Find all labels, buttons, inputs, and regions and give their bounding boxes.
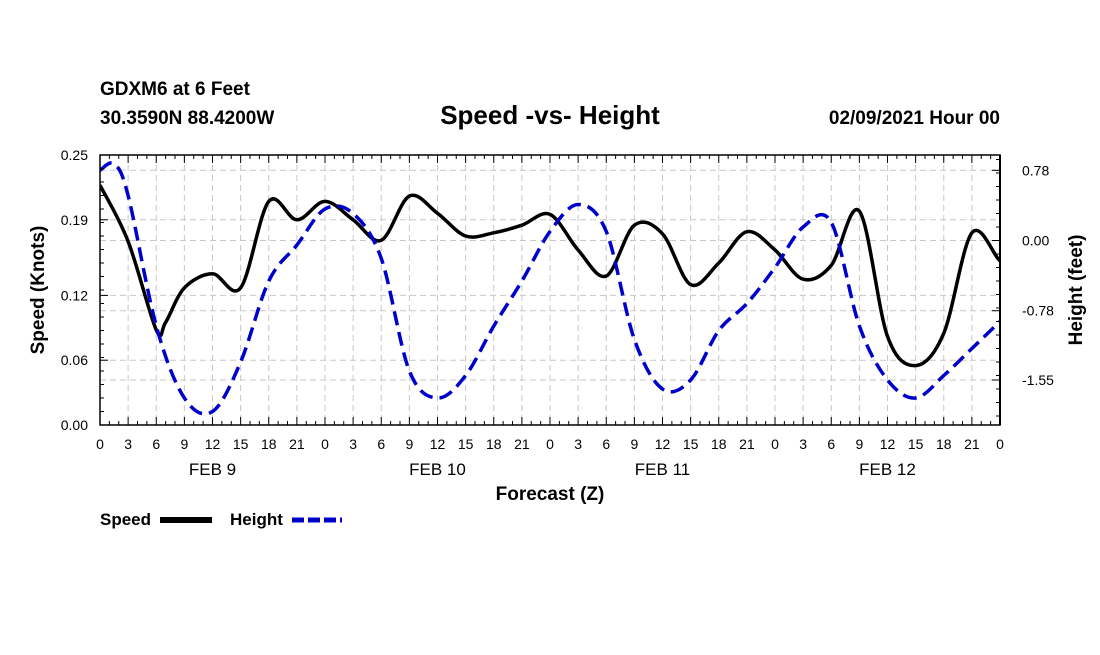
x-tick-label: 21 xyxy=(289,436,305,452)
x-axis-title: Forecast (Z) xyxy=(496,484,605,505)
x-tick-label: 3 xyxy=(799,436,807,452)
x-tick-label: 0 xyxy=(546,436,554,452)
x-tick-label: 0 xyxy=(321,436,329,452)
station-label: GDXM6 at 6 Feet xyxy=(100,79,251,100)
location-label: 30.3590N 88.4200W xyxy=(100,108,274,129)
x-tick-label: 12 xyxy=(430,436,446,452)
ticks-layer: 0 3 6 9 12 15 18 21 0 3 6 9 12 15 18 21 0 3 6 9 12 15 18 21 0 3 6 9… xyxy=(61,147,1054,479)
x-tick-label: 3 xyxy=(124,436,132,452)
y-left-tick-label: 0.00 xyxy=(61,417,88,433)
x-tick-label: 15 xyxy=(458,436,474,452)
y-right-tick-label: -1.55 xyxy=(1022,372,1054,388)
x-tick-label: 9 xyxy=(180,436,188,452)
y-axis-right-title: Height (feet) xyxy=(1066,235,1087,346)
y-right-tick-label: 0.78 xyxy=(1022,162,1049,178)
x-tick-label: 12 xyxy=(880,436,896,452)
x-tick-label: 6 xyxy=(602,436,610,452)
x-tick-label: 21 xyxy=(739,436,755,452)
x-tick-label: 15 xyxy=(233,436,249,452)
y-left-tick-label: 0.25 xyxy=(61,147,88,163)
legend-speed-label: Speed xyxy=(100,510,151,529)
speed-series-line xyxy=(100,184,1000,368)
legend-height-label: Height xyxy=(230,510,283,529)
x-tick-label: 0 xyxy=(96,436,104,452)
x-day-label: FEB 12 xyxy=(859,460,916,479)
datetime-label: 02/09/2021 Hour 00 xyxy=(829,108,1000,129)
x-tick-label: 3 xyxy=(574,436,582,452)
y-left-tick-label: 0.19 xyxy=(61,212,88,228)
x-tick-label: 15 xyxy=(908,436,924,452)
x-tick-label: 18 xyxy=(936,436,952,452)
x-tick-label: 18 xyxy=(486,436,502,452)
x-tick-label: 0 xyxy=(996,436,1004,452)
x-tick-label: 9 xyxy=(855,436,863,452)
x-tick-label: 12 xyxy=(655,436,671,452)
x-tick-label: 18 xyxy=(261,436,277,452)
x-tick-label: 9 xyxy=(405,436,413,452)
x-tick-label: 18 xyxy=(711,436,727,452)
x-day-label: FEB 10 xyxy=(409,460,466,479)
x-tick-label: 3 xyxy=(349,436,357,452)
y-left-tick-label: 0.06 xyxy=(61,352,88,368)
x-tick-label: 12 xyxy=(205,436,221,452)
x-tick-label: 6 xyxy=(827,436,835,452)
height-series-line xyxy=(100,161,1000,416)
y-axis-left-title: Speed (Knots) xyxy=(28,226,49,355)
series-layer xyxy=(100,161,1000,416)
y-left-tick-label: 0.12 xyxy=(61,287,88,303)
y-right-tick-label: 0.00 xyxy=(1022,233,1049,249)
x-day-label: FEB 9 xyxy=(189,460,236,479)
x-tick-label: 15 xyxy=(683,436,699,452)
x-tick-label: 6 xyxy=(377,436,385,452)
x-tick-label: 9 xyxy=(630,436,638,452)
y-right-tick-label: -0.78 xyxy=(1022,303,1054,319)
x-tick-label: 21 xyxy=(964,436,980,452)
x-tick-label: 21 xyxy=(514,436,530,452)
x-day-label: FEB 11 xyxy=(635,460,690,479)
chart-title: Speed -vs- Height xyxy=(440,100,660,130)
x-tick-label: 6 xyxy=(152,436,160,452)
x-tick-label: 0 xyxy=(771,436,779,452)
